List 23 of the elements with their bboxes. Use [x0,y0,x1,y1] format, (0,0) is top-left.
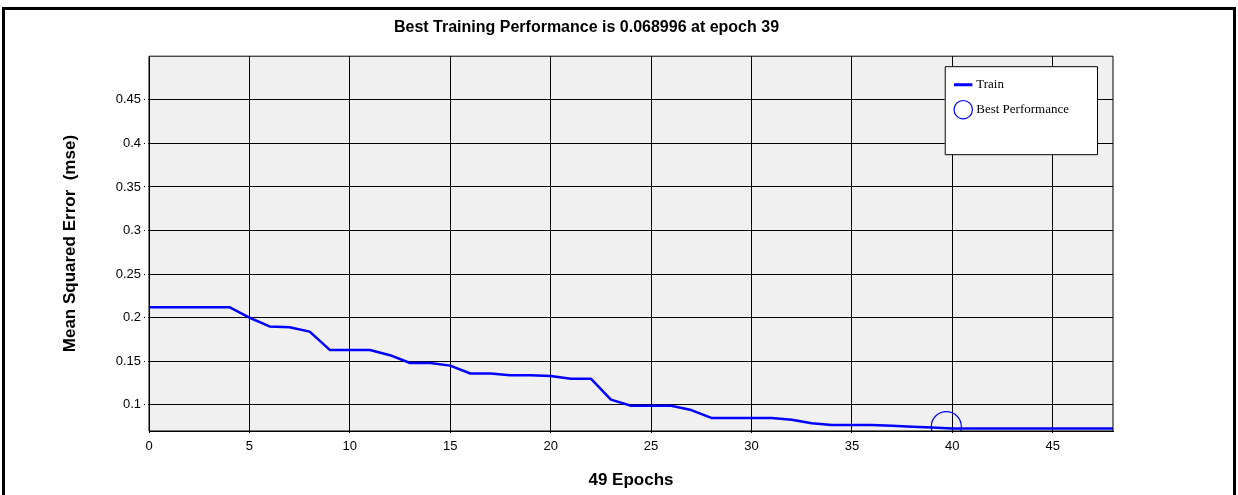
x-tick-label: 40 [945,438,960,454]
y-axis-title: Mean Squared Error (mse) [59,134,79,353]
x-tick-label: 45 [1045,438,1060,454]
y-tick-label: 0.2 [122,309,141,325]
y-tick-label: 0.4 [122,134,141,150]
x-tick-label: 5 [245,438,254,454]
x-tick-label: 15 [443,438,458,454]
y-tick-label: 0.35 [115,178,141,194]
y-tick-label: 0.45 [115,91,141,107]
x-tick-label: 30 [744,438,759,454]
y-tick-label: 0.25 [115,265,141,281]
x-tick-label: 10 [342,438,358,454]
y-tick-label: 0.1 [122,396,141,412]
x-tick-label: 0 [145,438,153,454]
x-axis-title: 49 Epochs [588,470,674,490]
x-tick-label: 20 [543,438,558,454]
legend-label: Best Performance [976,101,1070,117]
x-tick-label: 25 [643,438,659,454]
legend-label: Train [976,76,1005,92]
y-tick-label: 0.15 [115,352,141,368]
y-tick-label: 0.3 [122,222,141,238]
x-tick-label: 35 [844,438,860,454]
chart-title: Best Training Performance is 0.068996 at epoch 39 [393,18,780,36]
